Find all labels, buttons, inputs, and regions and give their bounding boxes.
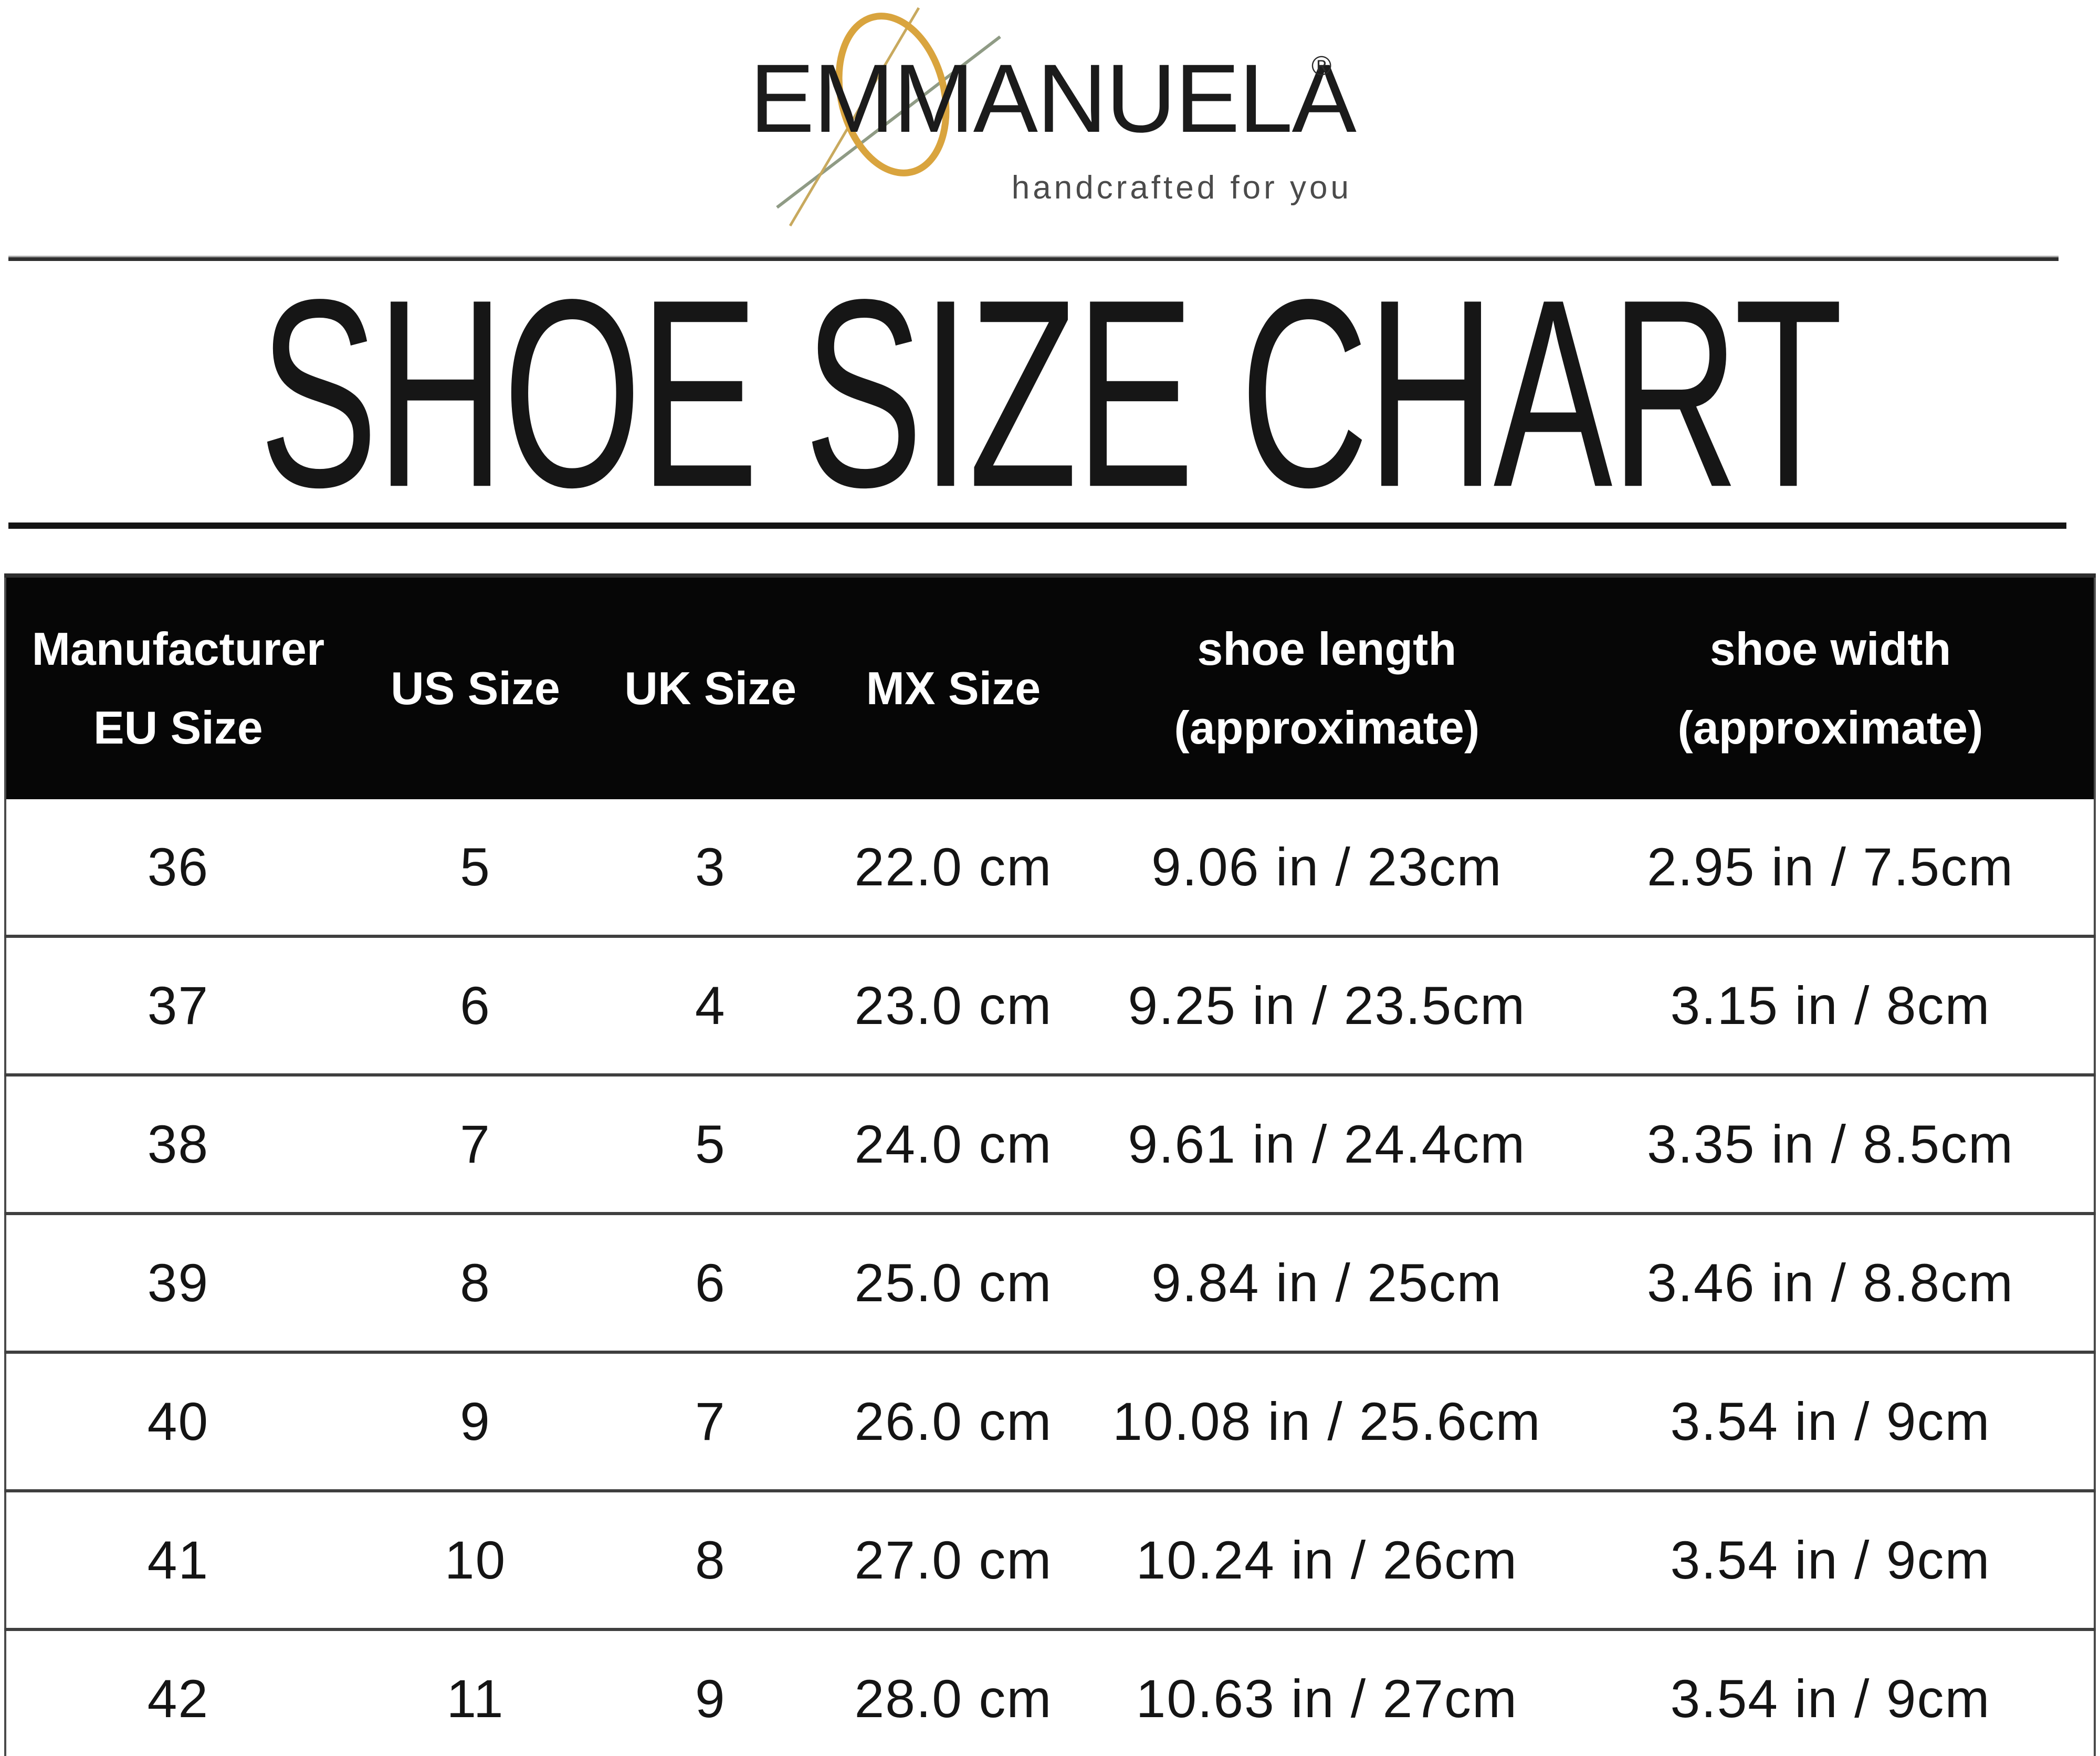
- table-cell: 3.54 in / 9cm: [1567, 1489, 2095, 1629]
- table-cell: 40: [5, 1351, 350, 1491]
- table-cell: 9.25 in / 23.5cm: [1086, 935, 1567, 1075]
- header-line: MX Size: [866, 662, 1041, 714]
- title-underline-divider: [8, 522, 2066, 529]
- table-cell: 5: [601, 1073, 821, 1214]
- header-row: Manufacturer EU Size US Size UK Size MX …: [5, 576, 2095, 799]
- table-cell: 28.0 cm: [820, 1628, 1087, 1756]
- header-line: (approximate): [1677, 702, 1983, 754]
- header-eu-size: Manufacturer EU Size: [5, 576, 350, 799]
- table-row: 37 6 4 23.0 cm 9.25 in / 23.5cm 3.15 in / 8cm: [5, 935, 2095, 1075]
- table-cell: 10.63 in / 27cm: [1086, 1628, 1567, 1756]
- table-cell: 10.08 in / 25.6cm: [1086, 1351, 1567, 1491]
- brand-logo: EMMANUELA ® handcrafted for you: [724, 0, 1381, 231]
- table-cell: 36: [147, 837, 209, 897]
- table-cell: 6: [601, 1212, 821, 1352]
- size-table-header: Manufacturer EU Size US Size UK Size MX …: [5, 576, 2095, 799]
- brand-tagline: handcrafted for you: [1011, 170, 1352, 206]
- header-line: shoe width: [1709, 623, 1951, 675]
- header-line: US Size: [391, 662, 560, 714]
- header-line: (approximate): [1174, 702, 1480, 754]
- table-cell: 11: [350, 1628, 601, 1756]
- thread-line-icon: [789, 7, 920, 227]
- table-row: 36 5 3 22.0 cm 9.06 in / 23cm 2.95 in / 7.5cm: [5, 799, 2095, 936]
- header-uk-size: UK Size: [601, 576, 821, 799]
- table-cell: 23.0 cm: [820, 935, 1087, 1075]
- table-cell: 9: [601, 1628, 821, 1756]
- gold-ellipse-icon: [835, 13, 950, 176]
- table-cell: 24.0 cm: [820, 1073, 1087, 1214]
- size-table-body: 36 5 3 22.0 cm 9.06 in / 23cm 2.95 in / 7.5cm…: [5, 799, 2095, 1756]
- table-cell: 4: [601, 935, 821, 1075]
- table-cell: 10.24 in / 26cm: [1086, 1489, 1567, 1629]
- needle-thread-icon: [776, 7, 1001, 227]
- table-cell: 5: [460, 837, 491, 897]
- table-cell: 2.95 in / 7.5cm: [1646, 837, 2014, 897]
- table-cell: 38: [5, 1073, 350, 1214]
- table-cell: 7: [601, 1351, 821, 1491]
- table-cell: 8: [350, 1212, 601, 1352]
- table-cell: 10: [350, 1489, 601, 1629]
- table-cell: 3.54 in / 9cm: [1567, 1351, 2095, 1491]
- table-cell: 39: [5, 1212, 350, 1352]
- registered-trademark-icon: ®: [1311, 51, 1332, 81]
- header-us-size: US Size: [350, 576, 601, 799]
- table-cell: 42: [5, 1628, 350, 1756]
- brand-name: EMMANUELA: [750, 45, 1357, 153]
- table-cell: 37: [5, 935, 350, 1075]
- table-cell: 22.0 cm: [854, 837, 1053, 897]
- table-cell: 7: [350, 1073, 601, 1214]
- table-cell: 26.0 cm: [820, 1351, 1087, 1491]
- table-cell: 3.46 in / 8.8cm: [1567, 1212, 2095, 1352]
- table-cell: 9: [350, 1351, 601, 1491]
- needle-line-icon: [776, 35, 1001, 209]
- table-cell: 6: [350, 935, 601, 1075]
- table-row: 42 11 9 28.0 cm 10.63 in / 27cm 3.54 in / 9cm: [5, 1628, 2095, 1756]
- table-cell: 3: [695, 837, 726, 897]
- header-line: UK Size: [624, 662, 797, 714]
- header-shoe-width: shoe width (approximate): [1567, 576, 2095, 799]
- title-band: SHOE SIZE CHART: [0, 244, 2100, 543]
- table-cell: 3.15 in / 8cm: [1567, 935, 2095, 1075]
- table-cell: 41: [5, 1489, 350, 1629]
- table-row: 40 9 7 26.0 cm 10.08 in / 25.6cm 3.54 in / 9c…: [5, 1351, 2095, 1491]
- top-divider: [8, 256, 2059, 261]
- header-line: Manufacturer: [32, 623, 325, 675]
- page-title: SHOE SIZE CHART: [259, 244, 1843, 543]
- table-row: 41 10 8 27.0 cm 10.24 in / 26cm 3.54 in / 9cm: [5, 1489, 2095, 1629]
- table-cell: 25.0 cm: [820, 1212, 1087, 1352]
- header-mx-size: MX Size: [820, 576, 1087, 799]
- table-cell: 9.06 in / 23cm: [1151, 837, 1503, 897]
- size-table-wrap: Manufacturer EU Size US Size UK Size MX …: [4, 573, 2096, 1756]
- table-row: 39 8 6 25.0 cm 9.84 in / 25cm 3.46 in / 8.8cm: [5, 1212, 2095, 1352]
- table-cell: 9.84 in / 25cm: [1086, 1212, 1567, 1352]
- header-line: shoe length: [1197, 623, 1457, 675]
- size-table: Manufacturer EU Size US Size UK Size MX …: [4, 573, 2096, 1756]
- header-shoe-length: shoe length (approximate): [1086, 576, 1567, 799]
- table-cell: 8: [601, 1489, 821, 1629]
- table-cell: 3.54 in / 9cm: [1567, 1628, 2095, 1756]
- header-line: EU Size: [93, 702, 263, 754]
- table-cell: 9.61 in / 24.4cm: [1086, 1073, 1567, 1214]
- table-row: 38 7 5 24.0 cm 9.61 in / 24.4cm 3.35 in / 8.5…: [5, 1073, 2095, 1214]
- table-cell: 27.0 cm: [820, 1489, 1087, 1629]
- table-cell: 3.35 in / 8.5cm: [1567, 1073, 2095, 1214]
